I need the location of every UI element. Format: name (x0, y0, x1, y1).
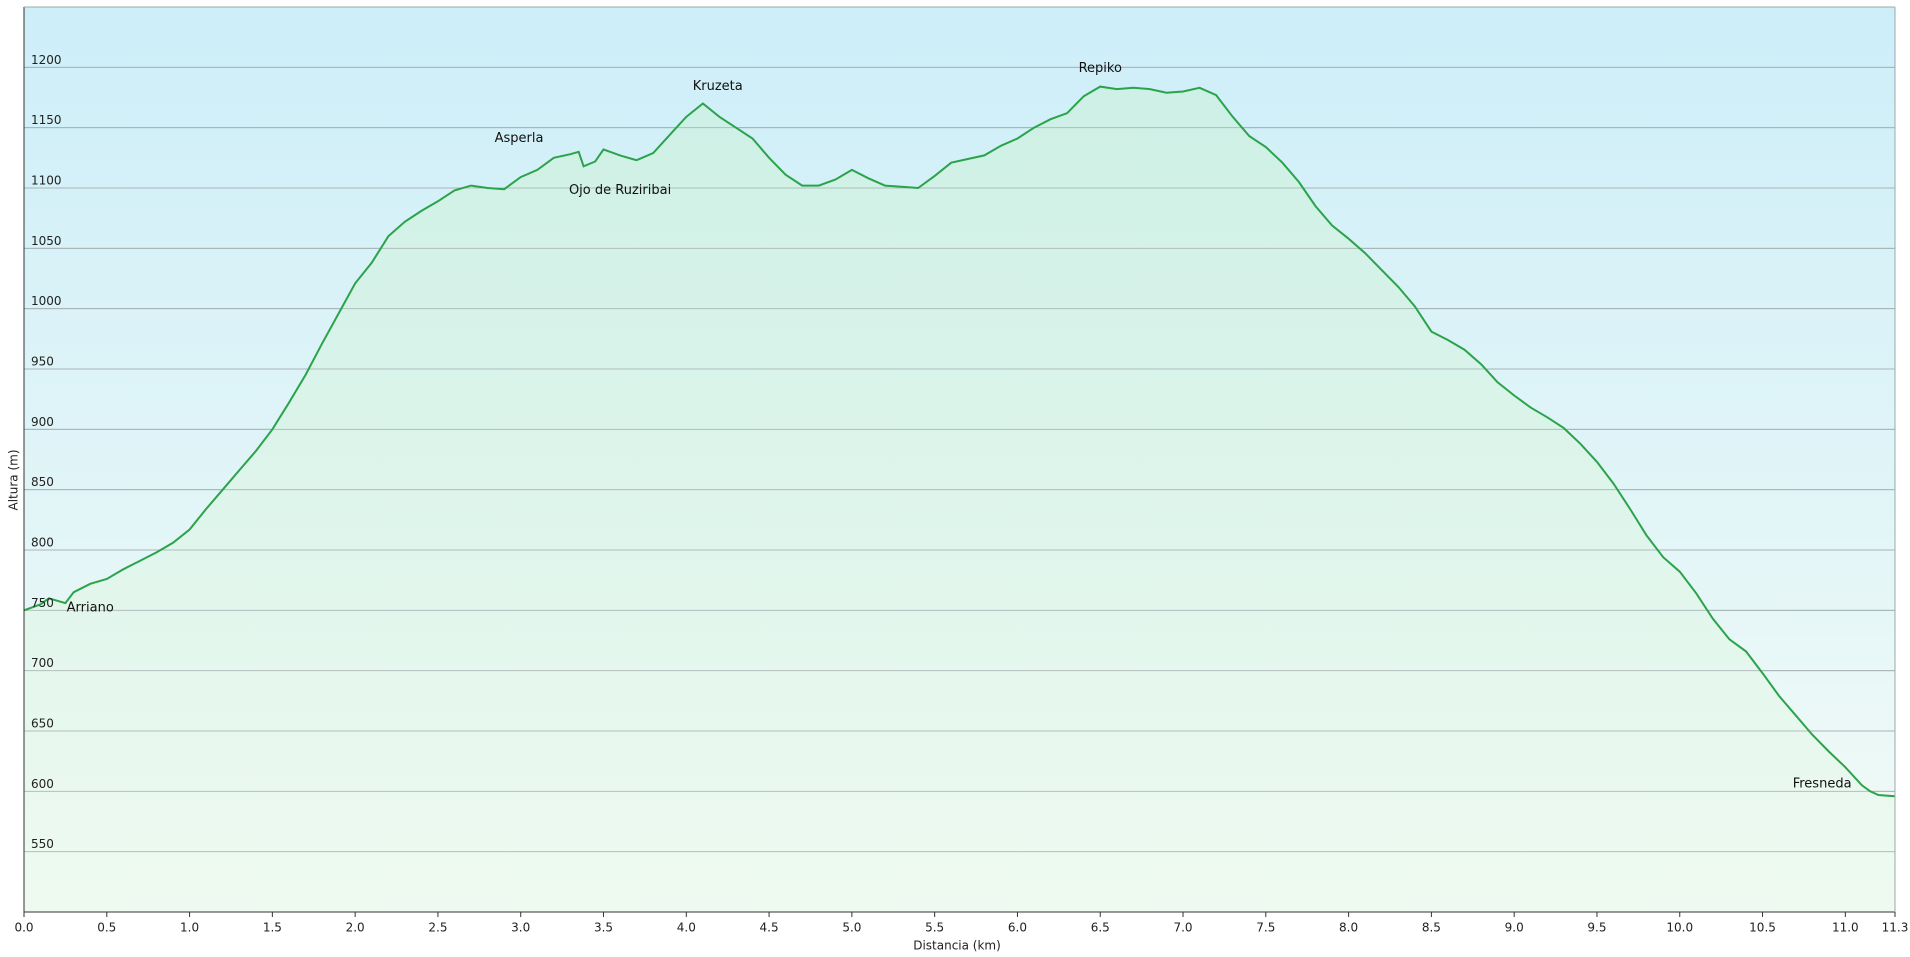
x-tick-label: 9.5 (1587, 921, 1606, 935)
x-tick-label: 9.0 (1505, 921, 1524, 935)
x-tick-label: 0.0 (14, 921, 33, 935)
y-tick-label: 1000 (31, 294, 62, 308)
x-tick-label: 5.5 (925, 921, 944, 935)
y-tick-label: 800 (31, 536, 54, 550)
place-annotation: Asperla (495, 131, 544, 146)
x-tick-label: 1.5 (263, 921, 282, 935)
x-tick-label: 3.0 (511, 921, 530, 935)
y-tick-label: 650 (31, 717, 54, 731)
y-tick-label: 900 (31, 415, 54, 429)
x-tick-label: 7.5 (1256, 921, 1275, 935)
place-annotation: Ojo de Ruziribai (569, 183, 671, 198)
x-tick-label: 4.5 (760, 921, 779, 935)
place-annotation: Arriano (67, 600, 114, 615)
x-tick-label: 11.3 (1882, 921, 1909, 935)
x-tick-label: 7.0 (1173, 921, 1192, 935)
x-tick-label: 1.0 (180, 921, 199, 935)
y-tick-label: 1200 (31, 53, 62, 67)
x-tick-label: 2.0 (346, 921, 365, 935)
x-tick-label: 2.5 (428, 921, 447, 935)
y-tick-label: 600 (31, 777, 54, 791)
y-axis-label: Altura (m) (7, 449, 21, 510)
y-tick-label: 750 (31, 596, 54, 610)
y-tick-label: 1100 (31, 174, 62, 188)
place-annotation: Fresneda (1793, 777, 1852, 792)
x-tick-label: 8.5 (1422, 921, 1441, 935)
area-fill (24, 86, 1895, 913)
x-tick-label: 3.5 (594, 921, 613, 935)
y-tick-label: 950 (31, 355, 54, 369)
x-tick-label: 0.5 (97, 921, 116, 935)
x-tick-label: 11.0 (1832, 921, 1859, 935)
y-tick-label: 850 (31, 475, 54, 489)
x-axis-label: Distancia (km) (913, 939, 1001, 953)
x-tick-label: 6.0 (1008, 921, 1027, 935)
x-tick-label: 5.0 (842, 921, 861, 935)
elevation-line (23, 85, 1896, 798)
x-tick-label: 6.5 (1091, 921, 1110, 935)
x-tick-label: 8.0 (1339, 921, 1358, 935)
y-tick-label: 1150 (31, 113, 62, 127)
place-annotation: Repiko (1079, 61, 1122, 76)
x-tick-label: 10.5 (1749, 921, 1776, 935)
y-tick-label: 550 (31, 837, 54, 851)
x-tick-label: 4.0 (677, 921, 696, 935)
y-tick-label: 700 (31, 656, 54, 670)
place-annotation: Kruzeta (693, 79, 743, 94)
x-tick-label: 10.0 (1666, 921, 1693, 935)
y-tick-label: 1050 (31, 234, 62, 248)
